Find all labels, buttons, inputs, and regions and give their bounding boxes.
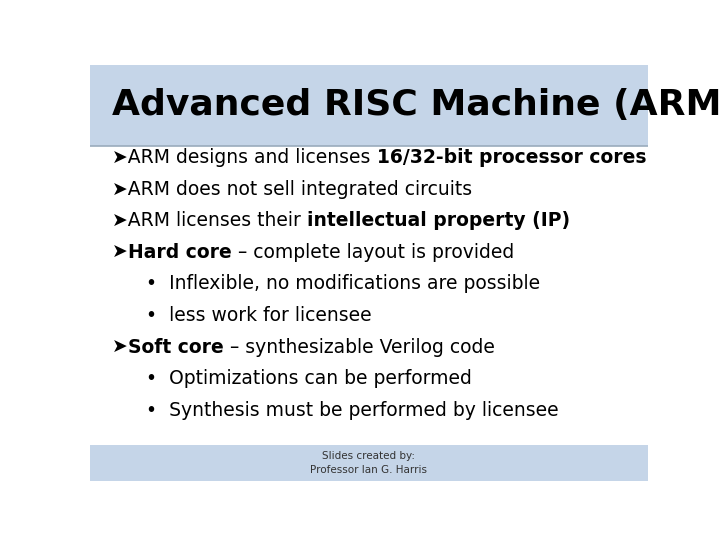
- Text: – complete layout is provided: – complete layout is provided: [232, 243, 514, 262]
- Text: ➤ARM does not sell integrated circuits: ➤ARM does not sell integrated circuits: [112, 180, 472, 199]
- Text: Hard core: Hard core: [128, 243, 232, 262]
- Text: Slides created by:
Professor Ian G. Harris: Slides created by: Professor Ian G. Harr…: [310, 451, 428, 475]
- Text: •  Optimizations can be performed: • Optimizations can be performed: [145, 369, 472, 388]
- Text: ➤: ➤: [112, 338, 128, 356]
- Text: ➤: ➤: [112, 243, 128, 262]
- Text: ➤ARM designs and licenses: ➤ARM designs and licenses: [112, 148, 377, 167]
- Text: ➤ARM licenses their: ➤ARM licenses their: [112, 211, 307, 230]
- Text: Advanced RISC Machine (ARM): Advanced RISC Machine (ARM): [112, 89, 720, 123]
- Text: Soft core: Soft core: [128, 338, 224, 356]
- Text: •  Synthesis must be performed by licensee: • Synthesis must be performed by license…: [145, 401, 559, 420]
- Text: •  less work for licensee: • less work for licensee: [145, 306, 372, 325]
- Text: 16/32-bit processor cores: 16/32-bit processor cores: [377, 148, 646, 167]
- Text: intellectual property (IP): intellectual property (IP): [307, 211, 570, 230]
- Text: •  Inflexible, no modifications are possible: • Inflexible, no modifications are possi…: [145, 274, 540, 293]
- Bar: [90, 446, 648, 481]
- Text: – synthesizable Verilog code: – synthesizable Verilog code: [224, 338, 495, 356]
- Bar: [90, 65, 648, 146]
